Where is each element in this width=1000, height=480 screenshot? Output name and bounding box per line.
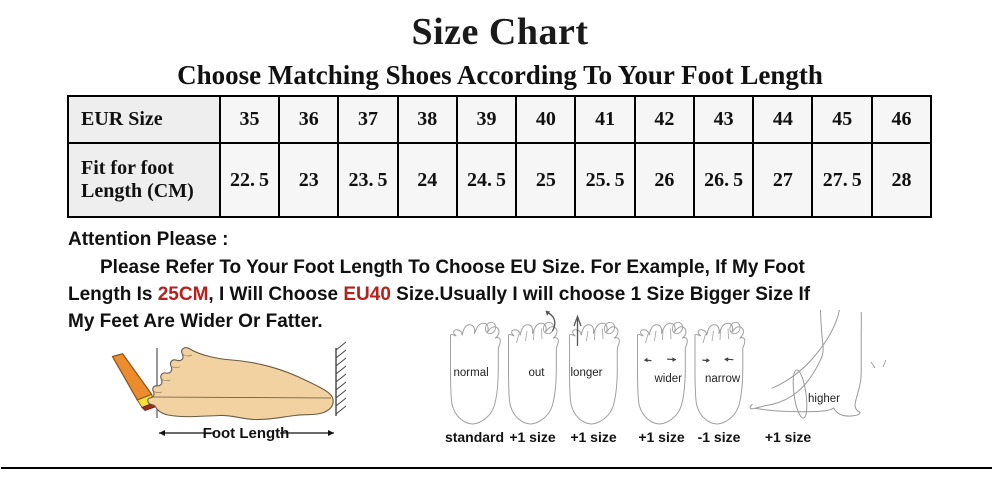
svg-text:narrow: narrow: [705, 373, 741, 385]
svg-text:wider: wider: [654, 373, 683, 385]
svg-text:+1 size: +1 size: [765, 429, 812, 445]
svg-text:+1 size: +1 size: [570, 429, 617, 445]
svg-text:+1 size: +1 size: [509, 429, 556, 445]
svg-text:standard: standard: [445, 429, 504, 445]
svg-text:higher: higher: [808, 393, 840, 405]
svg-text:out: out: [529, 367, 546, 379]
svg-text:-1 size: -1 size: [698, 429, 741, 445]
svg-text:normal: normal: [454, 367, 489, 379]
svg-text:+1 size: +1 size: [638, 429, 685, 445]
svg-text:Foot Length: Foot Length: [203, 425, 290, 442]
svg-text:longer: longer: [571, 367, 603, 379]
